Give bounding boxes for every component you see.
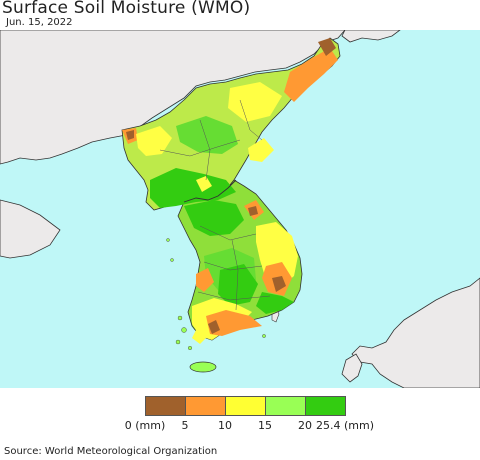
nk-yellow-spot <box>196 176 212 192</box>
sk-brown-south <box>208 320 220 334</box>
map-title: Surface Soil Moisture (WMO) <box>2 0 251 18</box>
legend-bin-4 <box>305 396 346 416</box>
nk-yellow-west <box>136 126 172 156</box>
nk-green-center <box>176 116 238 154</box>
source-credit: Source: World Meteorological Organizatio… <box>4 446 218 457</box>
jeju-island <box>189 361 217 373</box>
japan-land <box>351 277 480 388</box>
legend-tick-0: 0 (mm) <box>124 419 166 432</box>
nk-darkgreen-south <box>150 168 236 208</box>
nk-yellow-east <box>248 138 274 162</box>
legend-bin-3 <box>265 396 306 416</box>
legend-tick-3: 15 <box>258 419 272 432</box>
shandong-land <box>0 199 61 259</box>
legend-tick-1: 5 <box>181 419 189 432</box>
nk-brown-east <box>248 206 258 216</box>
nk-yellow-north <box>228 82 282 122</box>
sk-darkgreen-north <box>184 200 244 236</box>
soil-moisture-map <box>0 30 480 388</box>
sk-darkgreen-southeast <box>256 292 294 314</box>
russia-land <box>341 30 401 43</box>
province-lines <box>159 99 271 311</box>
sk-brown-east <box>272 276 286 292</box>
nk-orange-northeast <box>284 48 338 102</box>
sk-darkgreen-mid <box>218 264 258 306</box>
nk-brown-tip <box>318 38 336 56</box>
map-date: Jun. 15, 2022 <box>6 17 73 28</box>
legend-tick-2: 10 <box>218 419 232 432</box>
legend-tick-4: 20 <box>298 419 312 432</box>
china-land <box>0 30 346 165</box>
legend-tick-5: 25.4 (mm) <box>315 419 375 432</box>
legend-bin-0 <box>145 396 186 416</box>
kyushu-land <box>341 353 363 383</box>
legend-bin-1 <box>185 396 226 416</box>
legend-bin-2 <box>225 396 266 416</box>
sk-orange-south <box>206 310 262 336</box>
dmz-border <box>183 179 237 203</box>
coastal-islands <box>166 238 266 351</box>
nk-brown-west <box>126 130 134 140</box>
sk-orange-west <box>196 268 214 292</box>
sk-yellow-coast <box>192 330 206 344</box>
